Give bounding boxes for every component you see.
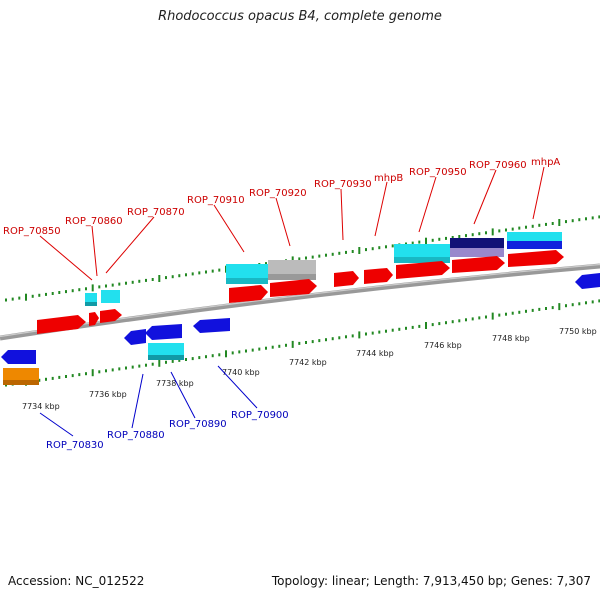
- genome-backbone-highlight: [0, 263, 600, 338]
- gene-arrow[interactable]: [229, 285, 268, 303]
- gene-label-rop-70900[interactable]: ROP_70900: [231, 410, 289, 421]
- feature-blocks: [3, 232, 562, 385]
- tick-marks: [5, 215, 600, 387]
- label-leaders: [39, 166, 545, 437]
- genome-backbone: [0, 263, 600, 341]
- gene-arrow[interactable]: [334, 271, 359, 287]
- gene-arrows: [1, 250, 600, 364]
- feature-block[interactable]: [394, 257, 450, 263]
- scale-label-7736: 7736 kbp: [89, 390, 127, 399]
- scale-label-7746: 7746 kbp: [424, 341, 462, 350]
- gene-label-rop-70910[interactable]: ROP_70910: [187, 195, 245, 206]
- scale-label-7744: 7744 kbp: [356, 349, 394, 358]
- gene-arrow[interactable]: [37, 315, 86, 334]
- genome-summary-text: Topology: linear; Length: 7,913,450 bp; …: [271, 574, 591, 588]
- leader-line: [217, 365, 258, 409]
- gene-arrow[interactable]: [270, 279, 317, 297]
- scale-label-7742: 7742 kbp: [289, 358, 327, 367]
- feature-block[interactable]: [507, 232, 562, 241]
- gene-arrow[interactable]: [1, 350, 36, 364]
- leader-line: [105, 216, 155, 274]
- feature-block[interactable]: [226, 278, 268, 284]
- gene-label-rop-70960[interactable]: ROP_70960: [469, 160, 527, 171]
- leader-line: [131, 373, 144, 429]
- gene-label-mhpb[interactable]: mhpB: [374, 173, 403, 184]
- gene-arrow[interactable]: [575, 273, 600, 289]
- scale-labels: 7734 kbp 7736 kbp 7738 kbp 7740 kbp 7742…: [22, 327, 597, 411]
- scale-label-7740: 7740 kbp: [222, 368, 260, 377]
- gene-arrow[interactable]: [452, 256, 505, 273]
- gene-label-rop-70850[interactable]: ROP_70850: [3, 226, 61, 237]
- feature-block[interactable]: [450, 248, 504, 257]
- scale-label-7734: 7734 kbp: [22, 402, 60, 411]
- genome-title: Rhodococcus opacus B4, complete genome: [158, 9, 442, 24]
- gene-label-rop-70860[interactable]: ROP_70860: [65, 216, 123, 227]
- feature-block[interactable]: [101, 290, 120, 303]
- feature-block[interactable]: [148, 355, 184, 360]
- forward-gene-labels: ROP_70850 ROP_70860 ROP_70870 ROP_70910 …: [3, 157, 560, 237]
- scale-label-7748: 7748 kbp: [492, 334, 530, 343]
- leader-line: [473, 169, 497, 225]
- leader-line: [91, 225, 98, 277]
- gene-arrow[interactable]: [364, 268, 393, 284]
- leader-line: [213, 204, 245, 253]
- leader-line: [532, 166, 545, 220]
- gene-arrow[interactable]: [508, 250, 564, 267]
- gene-arrow[interactable]: [193, 318, 230, 333]
- feature-block[interactable]: [85, 302, 97, 306]
- feature-block[interactable]: [3, 380, 39, 385]
- feature-block[interactable]: [507, 241, 562, 249]
- gene-label-rop-70920[interactable]: ROP_70920: [249, 188, 307, 199]
- feature-block[interactable]: [450, 238, 504, 248]
- scale-label-7738: 7738 kbp: [156, 379, 194, 388]
- accession-text: Accession: NC_012522: [8, 574, 145, 588]
- gene-arrow[interactable]: [396, 261, 450, 279]
- leader-line: [340, 188, 344, 241]
- gene-label-rop-70930[interactable]: ROP_70930: [314, 179, 372, 190]
- leader-line: [374, 181, 388, 237]
- gene-arrow[interactable]: [124, 329, 146, 345]
- gene-label-rop-70830[interactable]: ROP_70830: [46, 440, 104, 451]
- gene-label-rop-70950[interactable]: ROP_70950: [409, 167, 467, 178]
- reverse-gene-labels: ROP_70830 ROP_70880 ROP_70890 ROP_70900: [46, 410, 289, 451]
- leader-line: [170, 371, 196, 419]
- leader-line: [39, 235, 93, 281]
- leader-line: [275, 197, 291, 247]
- gene-label-rop-70880[interactable]: ROP_70880: [107, 430, 165, 441]
- scale-label-7750: 7750 kbp: [559, 327, 597, 336]
- gene-arrow[interactable]: [145, 324, 182, 340]
- gene-label-mhpa[interactable]: mhpA: [531, 157, 560, 168]
- gene-arrow[interactable]: [100, 309, 122, 323]
- leader-line: [39, 412, 74, 437]
- gene-label-rop-70890[interactable]: ROP_70890: [169, 419, 227, 430]
- gene-arrow[interactable]: [89, 312, 99, 326]
- gene-label-rop-70870[interactable]: ROP_70870: [127, 207, 185, 218]
- leader-line: [418, 176, 437, 233]
- feature-block[interactable]: [268, 274, 316, 280]
